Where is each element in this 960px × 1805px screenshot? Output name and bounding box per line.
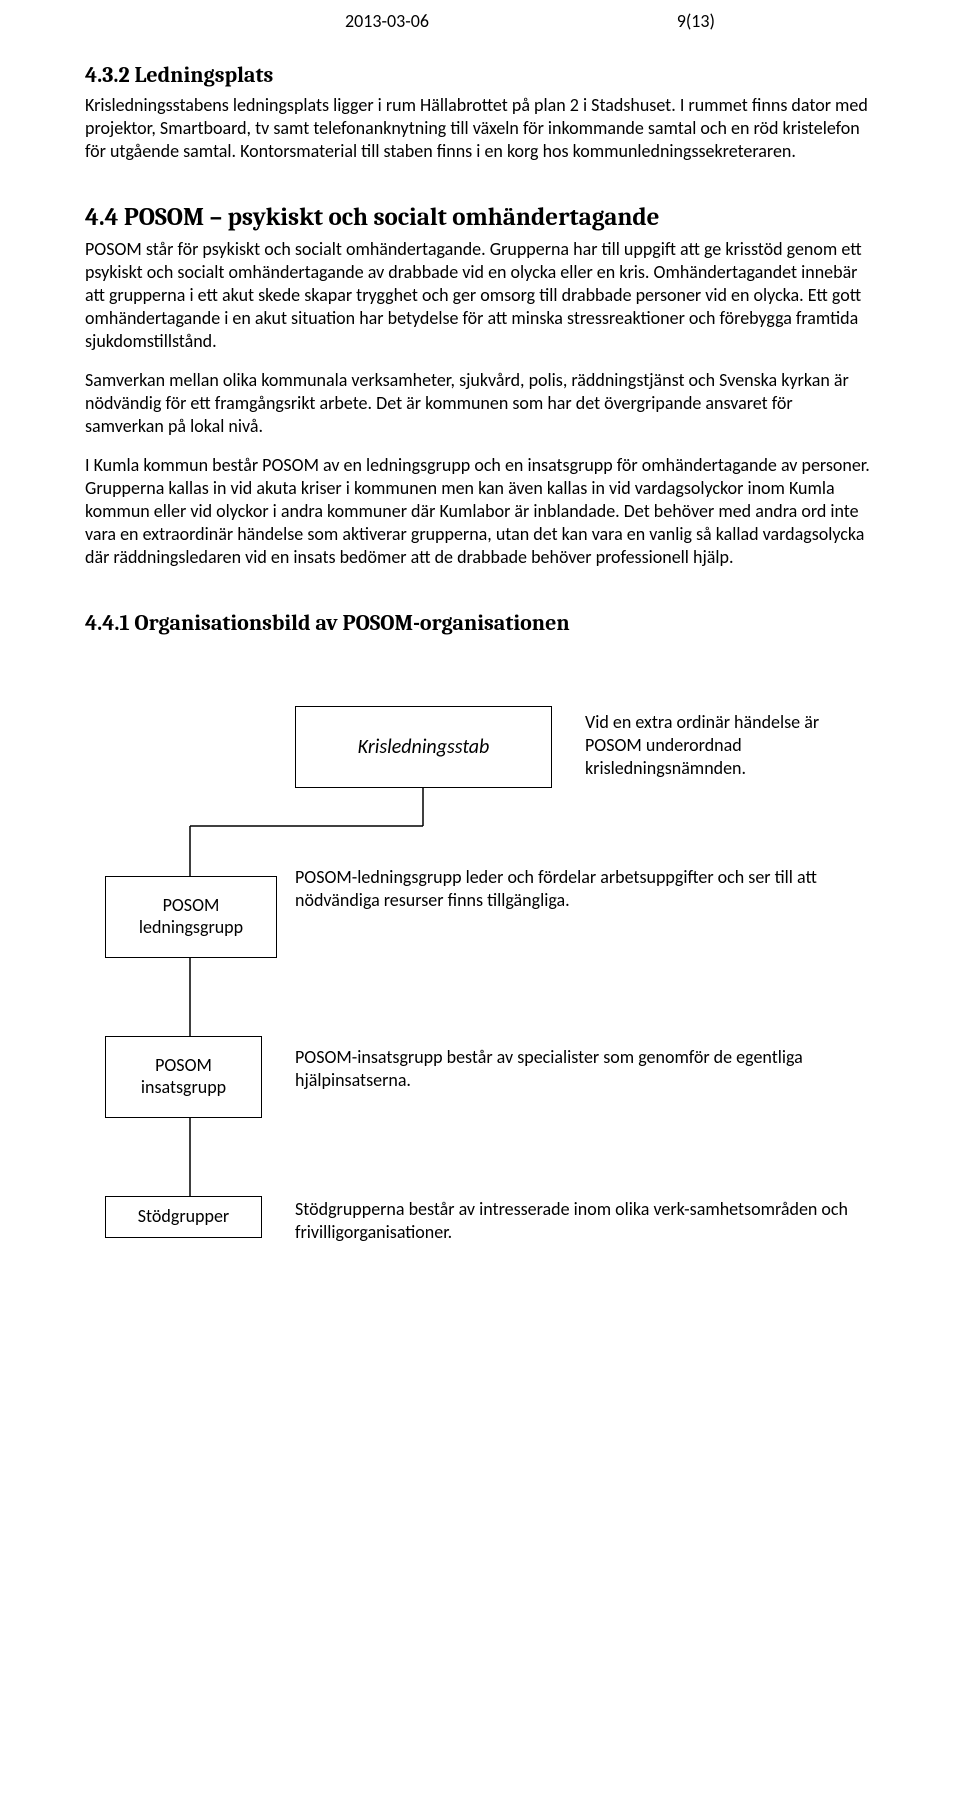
header-date: 2013-03-06: [345, 10, 429, 32]
org-chart: Krisledningsstab POSOM ledningsgrupp POS…: [85, 696, 875, 1296]
org-text-4: Stödgrupperna består av intresserade ino…: [295, 1198, 865, 1244]
para-44-1: POSOM står för psykiskt och socialt omhä…: [85, 238, 875, 353]
box-krisledningsstab-label: Krisledningsstab: [358, 735, 490, 759]
para-44-3: I Kumla kommun består POSOM av en lednin…: [85, 454, 875, 569]
org-text-3: POSOM-insatsgrupp består av specialister…: [295, 1046, 865, 1092]
box-insatsgrupp: POSOM insatsgrupp: [105, 1036, 262, 1118]
para-44-2: Samverkan mellan olika kommunala verksam…: [85, 369, 875, 438]
heading-44: 4.4 POSOM – psykiskt och socialt omhände…: [85, 203, 875, 232]
box-krisledningsstab: Krisledningsstab: [295, 706, 552, 788]
header-pageno: 9(13): [677, 10, 715, 32]
para-432-1: Krisledningsstabens ledningsplats ligger…: [85, 94, 875, 163]
box-insatsgrupp-label: POSOM insatsgrupp: [141, 1055, 226, 1098]
org-text-2: POSOM-ledningsgrupp leder och fördelar a…: [295, 866, 865, 912]
page: 2013-03-06 9(13) 4.3.2 Ledningsplats Kri…: [0, 0, 960, 1336]
heading-441: 4.4.1 Organisationsbild av POSOM-organis…: [85, 610, 875, 636]
box-stodgrupper: Stödgrupper: [105, 1196, 262, 1238]
page-header: 2013-03-06 9(13): [85, 10, 875, 32]
box-stodgrupper-label: Stödgrupper: [138, 1206, 229, 1228]
box-ledningsgrupp: POSOM ledningsgrupp: [105, 876, 277, 958]
org-text-1: Vid en extra ordinär händelse är POSOM u…: [585, 711, 865, 780]
heading-432: 4.3.2 Ledningsplats: [85, 62, 875, 88]
box-ledningsgrupp-label: POSOM ledningsgrupp: [139, 895, 243, 938]
